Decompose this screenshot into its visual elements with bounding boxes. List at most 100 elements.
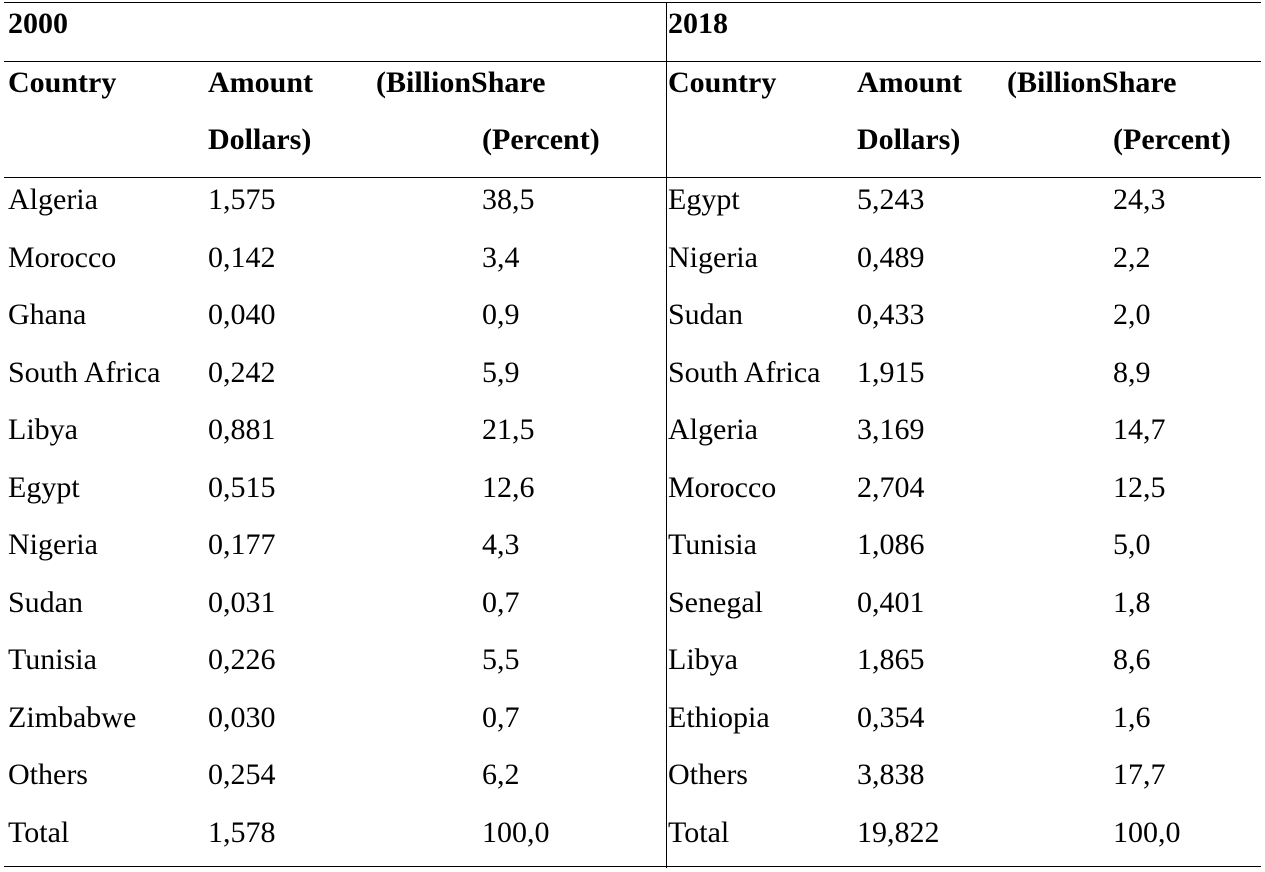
cell-amount: 0,226: [208, 643, 276, 676]
cell-share: 8,9: [1113, 355, 1151, 389]
cell-country: Tunisia: [668, 528, 757, 561]
cell-country: South Africa: [8, 355, 161, 389]
header-amount-line1: Amount: [208, 66, 314, 99]
cell-amount: 0,401: [857, 585, 925, 619]
table-row: Sudan 0,433 2,0: [667, 297, 1265, 354]
header-rule: [4, 177, 1261, 178]
table-row: Egypt 5,243 24,3: [667, 182, 1265, 239]
table-row: Algeria 3,169 14,7: [667, 412, 1265, 469]
cell-share: 24,3: [1113, 183, 1166, 216]
table-2018: 2018 Country Amount Dollars) (BillionSha…: [667, 0, 1265, 870]
cell-share: 2,0: [1113, 298, 1151, 331]
cell-country: Libya: [8, 413, 78, 446]
cell-amount: 3,838: [857, 758, 925, 791]
cell-country: Libya: [668, 643, 738, 676]
cell-country: Sudan: [8, 585, 83, 619]
cell-amount: 1,915: [857, 355, 925, 389]
header-share-line2: (Percent): [1113, 123, 1231, 156]
cell-country: Total: [668, 815, 730, 849]
cell-country: Egypt: [8, 470, 80, 504]
top-rule: [4, 2, 1261, 3]
table-row: Nigeria 0,489 2,2: [667, 240, 1265, 297]
cell-share: 5,5: [482, 643, 520, 676]
header-share-line2: (Percent): [482, 123, 600, 156]
cell-amount: 0,354: [857, 700, 925, 734]
table-row: Others 3,838 17,7: [667, 757, 1265, 814]
cell-amount: 1,086: [857, 528, 925, 561]
cell-amount: 1,578: [208, 815, 276, 849]
header-country: Country: [8, 66, 117, 99]
cell-share: 12,5: [1113, 470, 1166, 504]
table-row: Egypt 0,515 12,6: [0, 470, 666, 527]
cell-amount: 0,881: [208, 413, 276, 446]
header-share-line1: (BillionShare: [1007, 66, 1177, 99]
table-row: Total 19,822 100,0: [667, 815, 1265, 872]
table-row: Others 0,254 6,2: [0, 757, 666, 814]
cell-country: Others: [668, 758, 748, 791]
cell-share: 1,8: [1113, 585, 1151, 619]
cell-share: 1,6: [1113, 700, 1151, 734]
cell-country: Morocco: [8, 240, 117, 274]
cell-share: 5,9: [482, 355, 520, 389]
cell-amount: 0,433: [857, 298, 925, 331]
cell-amount: 0,177: [208, 528, 276, 561]
table-row: Tunisia 1,086 5,0: [667, 527, 1265, 584]
table-row: Libya 0,881 21,5: [0, 412, 666, 469]
cell-country: Total: [8, 815, 70, 849]
cell-amount: 0,031: [208, 585, 276, 619]
cell-country: Algeria: [8, 183, 98, 216]
cell-amount: 0,254: [208, 758, 276, 791]
year-label-2000: 2000: [8, 7, 68, 40]
cell-amount: 1,575: [208, 183, 276, 216]
cell-share: 2,2: [1113, 240, 1151, 274]
column-divider: [666, 2, 667, 868]
table-row: Sudan 0,031 0,7: [0, 585, 666, 642]
cell-amount: 0,242: [208, 355, 276, 389]
table-row: Total 1,578 100,0: [0, 815, 666, 872]
cell-share: 100,0: [1113, 815, 1181, 849]
bottom-rule: [4, 866, 1261, 867]
table-2000: 2000 Country Amount Dollars) (BillionSha…: [0, 7, 666, 872]
cell-share: 21,5: [482, 413, 535, 446]
cell-country: Tunisia: [8, 643, 97, 676]
cell-country: Nigeria: [8, 528, 98, 561]
table-row: Senegal 0,401 1,8: [667, 585, 1265, 642]
cell-country: Nigeria: [668, 240, 758, 274]
cell-amount: 19,822: [857, 815, 940, 849]
table-row: Tunisia 0,226 5,5: [0, 642, 666, 699]
cell-share: 5,0: [1113, 528, 1151, 561]
cell-amount: 0,142: [208, 240, 276, 274]
cell-country: Egypt: [668, 183, 740, 216]
cell-share: 17,7: [1113, 758, 1166, 791]
cell-country: Sudan: [668, 298, 743, 331]
cell-country: Morocco: [668, 470, 777, 504]
cell-share: 0,9: [482, 298, 520, 331]
cell-amount: 0,030: [208, 700, 276, 734]
table-row: Morocco 2,704 12,5: [667, 470, 1265, 527]
header-amount-line1: Amount: [857, 66, 963, 99]
table-row: Morocco 0,142 3,4: [0, 240, 666, 297]
header-amount-line2: Dollars): [857, 123, 961, 156]
cell-share: 3,4: [482, 240, 520, 274]
cell-amount: 3,169: [857, 413, 925, 446]
table-row: Ghana 0,040 0,9: [0, 297, 666, 354]
cell-amount: 2,704: [857, 470, 925, 504]
cell-share: 6,2: [482, 758, 520, 791]
table-row: Nigeria 0,177 4,3: [0, 527, 666, 584]
cell-share: 38,5: [482, 183, 535, 216]
cell-country: Ghana: [8, 298, 87, 331]
cell-country: Ethiopia: [668, 700, 770, 734]
cell-amount: 1,865: [857, 643, 925, 676]
cell-country: Zimbabwe: [8, 700, 137, 734]
table-row: Ethiopia 0,354 1,6: [667, 700, 1265, 757]
cell-share: 100,0: [482, 815, 550, 849]
table-row: South Africa 1,915 8,9: [667, 355, 1265, 412]
cell-country: Others: [8, 758, 88, 791]
cell-share: 8,6: [1113, 643, 1151, 676]
cell-country: South Africa: [668, 355, 821, 389]
cell-amount: 5,243: [857, 183, 925, 216]
cell-share: 14,7: [1113, 413, 1166, 446]
cell-amount: 0,040: [208, 298, 276, 331]
cell-share: 12,6: [482, 470, 535, 504]
